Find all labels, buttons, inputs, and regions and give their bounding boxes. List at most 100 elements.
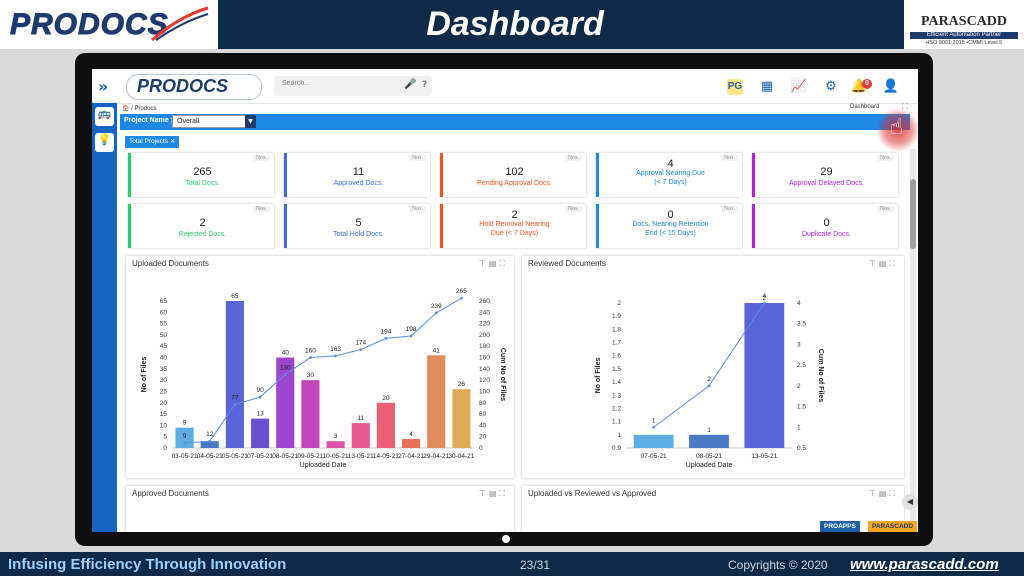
search-input[interactable] bbox=[280, 79, 394, 88]
cumulative-value-label: 265 bbox=[456, 288, 467, 295]
y2-tick-label: 100 bbox=[479, 388, 490, 395]
panel-tools-icons[interactable]: ⊤▤⛶ bbox=[868, 259, 898, 268]
cumulative-value-label: 174 bbox=[355, 340, 366, 347]
help-icon[interactable]: ? bbox=[422, 80, 428, 90]
card-approved-docs[interactable]: Nos. 11 Approved Docs. bbox=[284, 153, 430, 197]
cumulative-value-label: 1 bbox=[652, 417, 656, 424]
y-tick-label: 45 bbox=[160, 343, 168, 350]
parascadd-logo: PARASCADD Efficient Automation Partner ▪… bbox=[904, 0, 1024, 49]
expand-menu-icon[interactable]: » bbox=[98, 77, 109, 96]
y2-tick-label: 20 bbox=[479, 434, 487, 441]
cumulative-point bbox=[409, 334, 413, 338]
scrollbar-track[interactable] bbox=[910, 149, 916, 532]
y-tick-label: 60 bbox=[160, 309, 168, 316]
x-tick-label: 14-05-21 bbox=[373, 453, 399, 460]
bar-value-label: 2 bbox=[763, 295, 767, 302]
cumulative-value-label: 2 bbox=[707, 376, 711, 383]
chevron-down-icon[interactable]: ▼ bbox=[245, 115, 256, 128]
panel-tools-icons[interactable]: ⊤▤⛶ bbox=[868, 489, 898, 498]
bar bbox=[427, 355, 446, 448]
cumulative-point bbox=[283, 373, 287, 376]
reviewed-chart: 0.9 1 1.1 1.2 1.3 1.4 1.5 1.6 1.7 1.8 1.9 2 0.5 1 1.5 2… bbox=[595, 293, 824, 469]
panel-tools-icons[interactable]: ⊤▤⛶ bbox=[478, 259, 508, 268]
website-link[interactable]: www.parascadd.com bbox=[850, 556, 999, 573]
y-tick-label: 1.2 bbox=[612, 405, 621, 412]
card-retention-nearing[interactable]: Nos. 0 Docs. Nearing Retention End (< 15 … bbox=[596, 204, 742, 248]
parascadd-badge: PARASCADD bbox=[868, 521, 918, 532]
y-tick-label: 1.6 bbox=[612, 353, 621, 360]
notification-bell-icon[interactable]: 🔔 0 bbox=[848, 76, 872, 98]
bar-value-label: 30 bbox=[307, 372, 315, 379]
x-axis-title: Uploaded Date bbox=[300, 462, 347, 469]
dashboard-nav-icon[interactable]: 🚌 bbox=[95, 107, 114, 126]
cumulative-point bbox=[183, 441, 186, 445]
cumulative-point bbox=[707, 384, 711, 388]
card-approval-nearing-due[interactable]: Nos. 4 Approval Nearing Due (< 7 Days) bbox=[596, 153, 742, 197]
cumulative-value-label: 77 bbox=[231, 394, 239, 401]
bar bbox=[402, 438, 421, 448]
y-tick-label: 1.9 bbox=[612, 313, 621, 320]
y2-axis-title: Cum No of Files bbox=[499, 348, 506, 401]
bar-value-label: 11 bbox=[357, 415, 364, 422]
y2-tick-label: 2.5 bbox=[797, 362, 806, 369]
project-select[interactable]: Overall ▼ bbox=[172, 115, 256, 128]
cumulative-point bbox=[460, 296, 463, 300]
bar-value-label: 1 bbox=[707, 427, 711, 434]
collapse-arrow-icon[interactable]: ◀ bbox=[902, 494, 918, 510]
scrollbar-thumb[interactable] bbox=[910, 179, 916, 249]
cumulative-value-label: 90 bbox=[256, 387, 264, 394]
uploaded-chart: 0 5 10 15 20 25 30 35 40 45 50 55 60 65 0 20 40 60 80 100 12… bbox=[141, 288, 506, 469]
y2-tick-label: 240 bbox=[479, 309, 490, 316]
bar-value-label: 26 bbox=[458, 381, 466, 388]
bar bbox=[689, 434, 729, 448]
y-tick-label: 65 bbox=[160, 298, 168, 305]
y2-tick-label: 0.5 bbox=[797, 445, 806, 452]
y2-tick-label: 140 bbox=[479, 366, 490, 373]
filter-chip[interactable]: Total Projects ✕ bbox=[125, 136, 180, 148]
chart-icon[interactable]: 📈 bbox=[790, 79, 808, 94]
y-tick-label: 0.9 bbox=[612, 445, 621, 452]
y2-tick-label: 80 bbox=[479, 400, 487, 407]
card-hold-removal-nearing[interactable]: Nos. 2 Hold Removal Nearing Due (< 7 Days… bbox=[440, 204, 586, 248]
settings-gear-icon[interactable]: ⚙ bbox=[825, 79, 837, 94]
ideas-bulb-icon[interactable]: 💡 bbox=[95, 133, 114, 152]
tagline: Infusing Efficiency Through Innovation bbox=[8, 556, 287, 573]
panel-tools-icons[interactable]: ⊤▤⛶ bbox=[478, 489, 508, 498]
user-profile-icon[interactable]: 👤 bbox=[882, 79, 900, 94]
y-tick-label: 5 bbox=[163, 434, 167, 441]
app-logo[interactable]: PRODOCS bbox=[126, 74, 262, 100]
y2-tick-label: 160 bbox=[479, 355, 490, 362]
bar bbox=[633, 434, 674, 448]
cumulative-line bbox=[184, 297, 462, 444]
card-total-docs[interactable]: Nos. 265 Total Docs. bbox=[128, 153, 274, 197]
x-tick-label: 07-05-21 bbox=[247, 453, 273, 460]
microphone-icon[interactable]: 🎤 bbox=[404, 79, 417, 90]
x-tick-label: 29-04-21 bbox=[423, 453, 449, 460]
card-approval-delayed[interactable]: Nos. 29 Approval Delayed Docs. bbox=[752, 153, 898, 197]
cumulative-value-label: 239 bbox=[431, 303, 442, 310]
cumulative-value-label: 12 bbox=[206, 431, 214, 438]
y-axis-title: No of Files bbox=[595, 358, 602, 394]
bar-value-label: 20 bbox=[382, 395, 390, 402]
apps-grid-icon[interactable]: ▦ bbox=[760, 79, 774, 94]
card-rejected-docs[interactable]: Nos. 2 Rejected Docs. bbox=[128, 204, 274, 248]
cumulative-point bbox=[233, 403, 237, 406]
card-total-hold[interactable]: Nos. 5 Total Hold Docs. bbox=[284, 204, 430, 248]
y-tick-label: 15 bbox=[160, 411, 168, 418]
x-tick-label: 13-05-21 bbox=[348, 453, 374, 460]
card-duplicate-docs[interactable]: Nos. 0 Duplicate Docs. bbox=[752, 204, 898, 248]
x-tick-label: 09-05-21 bbox=[297, 453, 323, 460]
approved-documents-panel: Approved Documents ⊤▤⛶ bbox=[126, 486, 514, 532]
x-tick-label: 27-04-21 bbox=[398, 453, 424, 460]
card-pending-approval[interactable]: Nos. 102 Pending Approval Docs. bbox=[440, 153, 586, 197]
bar bbox=[301, 380, 320, 448]
cumulative-value-label: 130 bbox=[280, 365, 291, 372]
fullscreen-icon[interactable]: ⛶ bbox=[902, 102, 908, 111]
cumulative-point bbox=[334, 354, 337, 358]
pg-app-icon[interactable]: PG bbox=[727, 79, 743, 95]
panel-title: Uploaded vs Reviewed vs Approved bbox=[528, 489, 657, 498]
x-tick-label: 05-05-21 bbox=[222, 453, 248, 460]
slide-header: PRODOCS Dashboard PARASCADD Efficient Au… bbox=[0, 0, 1024, 49]
y2-tick-label: 260 bbox=[479, 298, 490, 305]
bar bbox=[351, 423, 370, 448]
